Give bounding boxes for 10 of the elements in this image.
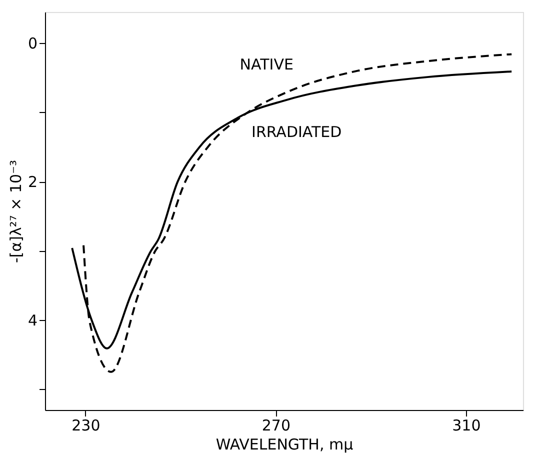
y-axis-title: -[α]λ²⁷ × 10⁻³ <box>6 160 25 264</box>
y-tick-label: 4 <box>28 312 38 330</box>
x-tick-label: 270 <box>262 416 290 434</box>
x-tick-label: 230 <box>72 416 100 434</box>
series-label: IRRADIATED <box>252 122 342 141</box>
x-axis-title: WAVELENGTH, mμ <box>216 436 354 454</box>
x-tick-label: 310 <box>452 416 481 434</box>
y-tick-label: 0 <box>28 34 38 53</box>
series-label: NATIVE <box>240 55 294 74</box>
y-tick-label: 2 <box>28 173 38 192</box>
